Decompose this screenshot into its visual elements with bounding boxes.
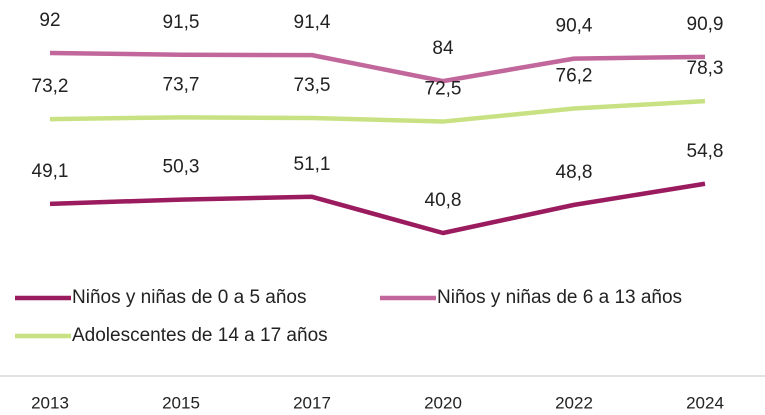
x-tick-label: 2015 xyxy=(162,393,200,412)
legend-label: Niños y niñas de 6 a 13 años xyxy=(437,287,682,308)
data-label: 40,8 xyxy=(425,190,462,211)
data-label: 72,5 xyxy=(425,79,462,100)
legend-label: Adolescentes de 14 a 17 años xyxy=(72,325,328,346)
data-label: 73,7 xyxy=(163,74,200,95)
x-tick-label: 2020 xyxy=(424,393,462,412)
data-label: 73,2 xyxy=(32,76,69,97)
data-label: 54,8 xyxy=(687,141,724,162)
data-label: 91,5 xyxy=(163,12,200,33)
data-label: 78,3 xyxy=(687,58,724,79)
x-tick-label: 2013 xyxy=(31,393,69,412)
series-line xyxy=(49,98,706,124)
data-label: 92 xyxy=(39,10,60,31)
data-label: 73,5 xyxy=(294,75,331,96)
x-tick-label: 2022 xyxy=(555,393,593,412)
data-label: 50,3 xyxy=(163,157,200,178)
data-label: 76,2 xyxy=(556,66,593,87)
series-line xyxy=(49,50,706,84)
data-label: 91,4 xyxy=(294,12,331,33)
x-tick-label: 2024 xyxy=(686,393,724,412)
data-label: 51,1 xyxy=(294,154,331,175)
x-tick-label: 2017 xyxy=(293,393,331,412)
legend-label: Niños y niñas de 0 a 5 años xyxy=(72,287,307,308)
data-label: 48,8 xyxy=(556,162,593,183)
series-line xyxy=(49,181,706,236)
data-label: 49,1 xyxy=(32,161,69,182)
data-label: 90,4 xyxy=(556,16,593,37)
data-label: 84 xyxy=(432,38,454,59)
data-label: 90,9 xyxy=(687,14,724,35)
